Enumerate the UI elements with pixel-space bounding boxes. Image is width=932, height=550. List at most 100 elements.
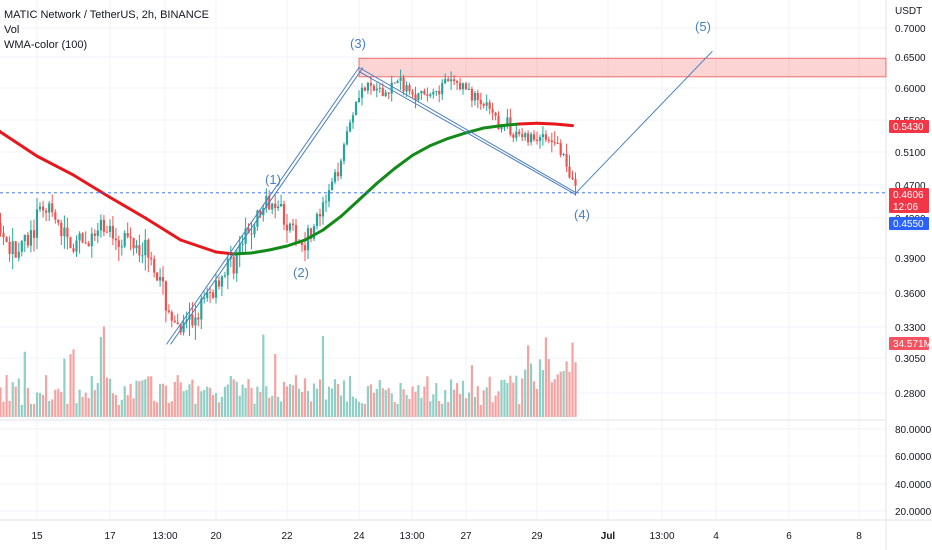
volume-bar bbox=[81, 396, 84, 417]
time-tick-label: 15 bbox=[31, 531, 43, 542]
volume-bar bbox=[141, 380, 144, 417]
volume-bar bbox=[476, 386, 479, 417]
volume-bar bbox=[188, 384, 191, 417]
volume-bar bbox=[464, 398, 468, 417]
volume-bar bbox=[111, 393, 114, 417]
volume-bar bbox=[333, 379, 337, 417]
volume-bar bbox=[387, 388, 390, 417]
volume-bar bbox=[393, 402, 396, 417]
volume-bar bbox=[229, 376, 232, 417]
price-tag-label: 0.5430 bbox=[893, 122, 924, 133]
candle-body bbox=[372, 85, 375, 91]
candle-body bbox=[375, 88, 378, 91]
candle-body bbox=[217, 280, 221, 287]
wma-segment bbox=[428, 136, 450, 148]
candle-body bbox=[102, 219, 105, 232]
candle-body bbox=[203, 298, 206, 300]
candle-body bbox=[396, 80, 399, 84]
candle-body bbox=[179, 324, 182, 333]
symbol-title: MATIC Network / TetherUS, 2h, BINANCE bbox=[4, 9, 209, 21]
price-tick-label: 0.4700 bbox=[895, 181, 926, 192]
candle-body bbox=[54, 212, 57, 220]
volume-bar bbox=[426, 376, 429, 417]
wave-labels: (1) (2) (3) (4) (5) bbox=[265, 19, 711, 280]
candle-body bbox=[476, 93, 479, 100]
volume-bar bbox=[57, 388, 60, 417]
candle-body bbox=[35, 209, 39, 238]
volume-bar bbox=[268, 397, 271, 417]
candle-body bbox=[342, 144, 346, 161]
volume-bar bbox=[90, 376, 93, 417]
candle-body bbox=[38, 206, 42, 210]
candle-body bbox=[541, 134, 544, 137]
volume-bar bbox=[117, 405, 120, 417]
candle-body bbox=[14, 241, 17, 258]
candle-body bbox=[497, 115, 500, 130]
wma-segment bbox=[553, 122, 574, 128]
price-tick-label: 0.7000 bbox=[895, 24, 926, 35]
candle-body bbox=[527, 133, 530, 143]
candle-body bbox=[411, 91, 414, 95]
volume-bar bbox=[327, 386, 331, 417]
candle-body bbox=[485, 102, 488, 106]
candle-body bbox=[17, 251, 20, 258]
volume-bar bbox=[159, 384, 162, 417]
elliott-wave-lines bbox=[166, 50, 713, 345]
volume-bar bbox=[11, 382, 14, 417]
volume-bar bbox=[271, 395, 274, 417]
volume-bar bbox=[232, 379, 235, 417]
candle-body bbox=[321, 202, 325, 217]
candle-body bbox=[336, 172, 340, 177]
candle-body bbox=[51, 203, 54, 213]
candle-body bbox=[20, 241, 23, 252]
volume-bar bbox=[336, 384, 340, 417]
candle-body bbox=[399, 77, 402, 81]
volume-bar bbox=[360, 403, 364, 417]
candle-body bbox=[547, 139, 550, 141]
volume-bar bbox=[144, 379, 147, 417]
candle-body bbox=[238, 244, 241, 253]
price-tag-bg bbox=[889, 337, 929, 350]
wma-segment bbox=[267, 244, 289, 252]
volume-bar bbox=[354, 398, 358, 417]
volume-bar bbox=[156, 402, 159, 417]
volume-bar bbox=[461, 380, 465, 417]
candle-body bbox=[126, 233, 129, 237]
volume-bar bbox=[345, 401, 349, 417]
volume-bar bbox=[348, 375, 352, 417]
candle-body bbox=[90, 233, 93, 247]
volume-bar bbox=[32, 403, 36, 417]
time-tick-label: 13:00 bbox=[152, 531, 177, 542]
volume-bar bbox=[447, 402, 450, 417]
volume-bar bbox=[176, 375, 179, 417]
volume-bar bbox=[324, 399, 328, 417]
candle-body bbox=[441, 83, 444, 95]
candle-body bbox=[214, 280, 218, 298]
candle-body bbox=[235, 252, 238, 274]
wma-segment bbox=[393, 153, 414, 170]
volume-bar bbox=[315, 388, 319, 417]
candle-body bbox=[345, 131, 349, 145]
wma-segment bbox=[0, 130, 39, 158]
candle-body bbox=[503, 126, 506, 128]
candle-body bbox=[381, 87, 384, 97]
candle-body bbox=[459, 82, 462, 90]
wma-segment bbox=[357, 181, 379, 202]
volume-bar bbox=[280, 401, 283, 417]
candle-body bbox=[488, 102, 491, 109]
candle-body bbox=[426, 94, 429, 96]
volume-bar bbox=[217, 402, 221, 417]
candle-body bbox=[8, 241, 11, 254]
wma-segment bbox=[285, 238, 307, 248]
candle-body bbox=[132, 238, 135, 249]
wave-label: (3) bbox=[350, 36, 366, 51]
volume-bar bbox=[473, 396, 476, 417]
volume-bar bbox=[191, 379, 194, 417]
volume-bar bbox=[571, 342, 574, 417]
volume-bar bbox=[102, 326, 105, 417]
price-tick-label: 0.6000 bbox=[895, 84, 926, 95]
candle-body bbox=[72, 248, 75, 252]
wma-segment bbox=[0, 129, 2, 134]
resistance-zone bbox=[358, 57, 887, 78]
